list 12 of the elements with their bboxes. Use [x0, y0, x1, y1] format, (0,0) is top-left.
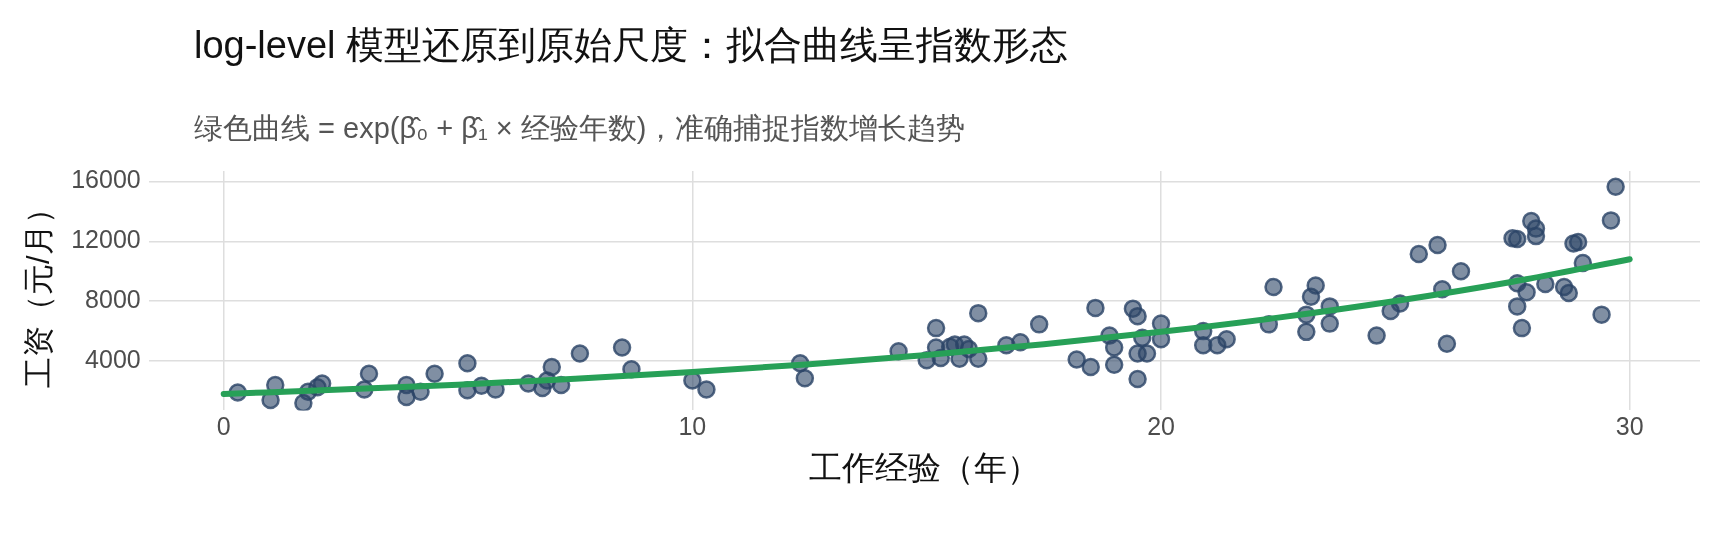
- x-tick-label: 30: [1615, 412, 1644, 441]
- y-axis-title: 工资（元/月）: [21, 193, 57, 389]
- x-tick-label: 10: [678, 412, 707, 441]
- x-axis-title: 工作经验（年）: [808, 449, 1040, 487]
- chart-title: log-level 模型还原到原始尺度：拟合曲线呈指数形态: [194, 23, 1070, 68]
- x-tick-label: 0: [216, 412, 231, 441]
- y-tick-label: 8000: [85, 285, 141, 314]
- chart-subtitle: 绿色曲线 = exp(β̂₀ + β̂₁ × 经验年数)，准确捕捉指数增长趋势: [194, 111, 967, 146]
- x-tick-label: 20: [1147, 412, 1175, 441]
- y-tick-label: 4000: [85, 344, 141, 373]
- y-tick-label: 16000: [71, 165, 141, 194]
- y-tick-label: 12000: [71, 225, 141, 254]
